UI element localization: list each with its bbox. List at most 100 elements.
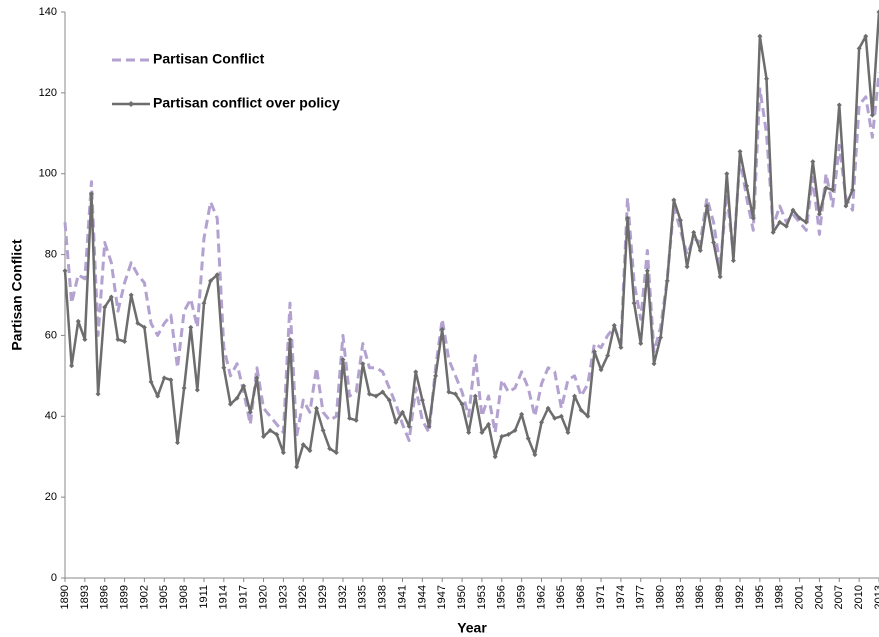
point bbox=[717, 274, 723, 280]
x-tick-label: 1953 bbox=[476, 585, 488, 609]
point bbox=[241, 383, 247, 389]
point bbox=[711, 239, 717, 245]
point bbox=[625, 215, 631, 221]
point bbox=[406, 423, 412, 429]
point bbox=[823, 185, 829, 191]
x-tick-label: 2004 bbox=[813, 585, 825, 609]
point bbox=[644, 268, 650, 274]
point bbox=[366, 391, 372, 397]
point bbox=[380, 389, 386, 395]
point bbox=[737, 148, 743, 154]
point bbox=[320, 427, 326, 433]
point bbox=[538, 419, 544, 425]
series-line bbox=[63, 11, 879, 469]
point bbox=[280, 450, 286, 456]
point bbox=[413, 369, 419, 375]
x-tick-label: 1998 bbox=[774, 585, 786, 609]
point bbox=[95, 391, 101, 397]
point bbox=[631, 300, 637, 306]
point bbox=[267, 427, 273, 433]
point bbox=[519, 411, 525, 417]
point bbox=[532, 452, 538, 458]
point bbox=[234, 395, 240, 401]
point bbox=[598, 367, 604, 373]
point bbox=[591, 349, 597, 355]
point bbox=[869, 112, 875, 118]
x-tick-label: 1935 bbox=[357, 585, 369, 609]
point bbox=[446, 389, 452, 395]
x-tick-label: 2007 bbox=[833, 585, 845, 609]
x-tick-label: 1902 bbox=[138, 585, 150, 609]
point bbox=[108, 294, 114, 300]
point bbox=[333, 450, 339, 456]
point bbox=[472, 393, 478, 399]
point bbox=[194, 387, 200, 393]
point bbox=[69, 363, 75, 369]
point bbox=[327, 446, 333, 452]
point bbox=[294, 464, 300, 470]
legend-label: Partisan conflict over policy bbox=[153, 95, 340, 111]
legend-marker bbox=[128, 101, 134, 107]
point bbox=[565, 429, 571, 435]
point bbox=[658, 334, 664, 340]
point bbox=[836, 102, 842, 108]
x-tick-label: 1956 bbox=[496, 585, 508, 609]
point bbox=[585, 413, 591, 419]
point bbox=[618, 345, 624, 351]
point bbox=[730, 258, 736, 264]
point bbox=[552, 415, 558, 421]
point bbox=[863, 33, 869, 39]
point bbox=[208, 278, 214, 284]
x-tick-label: 1986 bbox=[694, 585, 706, 609]
point bbox=[313, 405, 319, 411]
point bbox=[62, 268, 68, 274]
point bbox=[677, 217, 683, 223]
x-tick-label: 1893 bbox=[79, 585, 91, 609]
y-axis-title: Partisan Conflict bbox=[9, 239, 25, 351]
y-tick-label: 40 bbox=[45, 410, 57, 422]
point bbox=[247, 409, 253, 415]
x-tick-label: 1911 bbox=[198, 585, 210, 609]
y-tick-label: 100 bbox=[39, 168, 57, 180]
point bbox=[452, 391, 458, 397]
x-tick-label: 1890 bbox=[59, 585, 71, 609]
x-tick-label: 1932 bbox=[337, 585, 349, 609]
x-tick-label: 1947 bbox=[436, 585, 448, 609]
x-tick-label: 1980 bbox=[655, 585, 667, 609]
point bbox=[201, 300, 207, 306]
point bbox=[697, 248, 703, 254]
point bbox=[578, 407, 584, 413]
point bbox=[141, 324, 147, 330]
point bbox=[426, 423, 432, 429]
point bbox=[88, 191, 94, 197]
x-tick-label: 2010 bbox=[853, 585, 865, 609]
point bbox=[790, 207, 796, 213]
point bbox=[479, 429, 485, 435]
point bbox=[856, 45, 862, 51]
point bbox=[724, 171, 730, 177]
point bbox=[386, 397, 392, 403]
legend-label: Partisan Conflict bbox=[153, 51, 265, 67]
x-tick-label: 2013 bbox=[873, 585, 879, 609]
point bbox=[188, 324, 194, 330]
point bbox=[505, 431, 511, 437]
point bbox=[433, 373, 439, 379]
point bbox=[671, 197, 677, 203]
x-tick-label: 1917 bbox=[238, 585, 250, 609]
y-tick-label: 120 bbox=[39, 87, 57, 99]
point bbox=[115, 336, 121, 342]
x-tick-label: 1905 bbox=[158, 585, 170, 609]
x-tick-label: 1896 bbox=[99, 585, 111, 609]
point bbox=[353, 417, 359, 423]
x-tick-label: 1899 bbox=[118, 585, 130, 609]
x-tick-label: 1929 bbox=[317, 585, 329, 609]
y-tick-label: 20 bbox=[45, 491, 57, 503]
point bbox=[545, 405, 551, 411]
point bbox=[611, 322, 617, 328]
point bbox=[763, 76, 769, 82]
point bbox=[135, 320, 141, 326]
point bbox=[876, 9, 879, 15]
point bbox=[287, 336, 293, 342]
x-tick-label: 1965 bbox=[555, 585, 567, 609]
point bbox=[525, 436, 531, 442]
